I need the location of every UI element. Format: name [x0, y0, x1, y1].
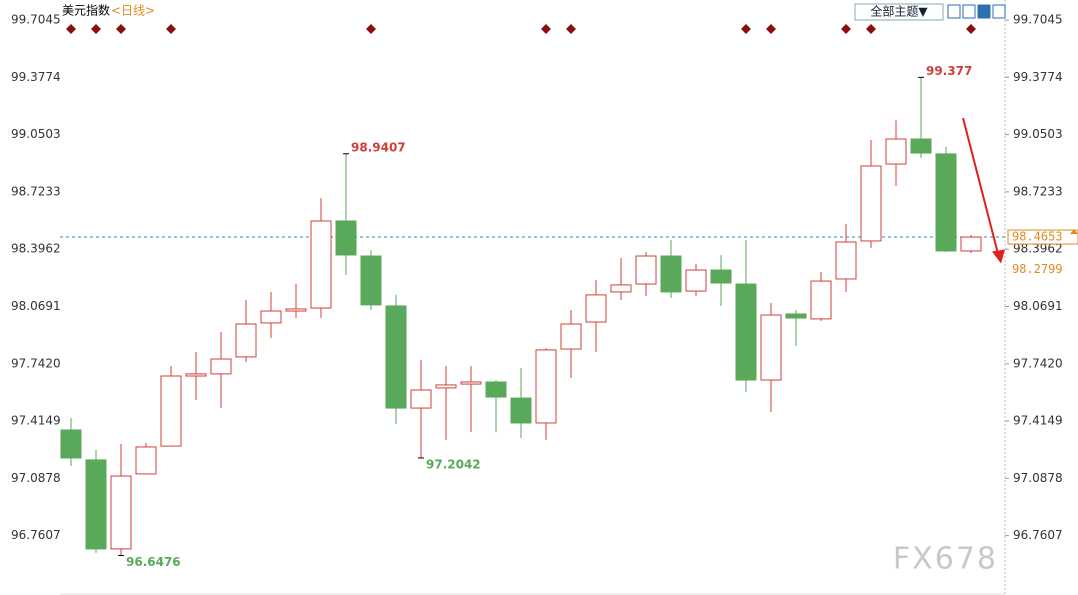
trend-arrow — [962, 117, 1000, 258]
candle-body — [885, 138, 907, 165]
candle-body — [160, 375, 182, 447]
candle-body — [735, 283, 757, 381]
y-tick-label: 98.3962 — [11, 242, 61, 256]
y-tick-label: 96.7607 — [1013, 528, 1063, 542]
y-tick-label: 97.7420 — [1013, 356, 1063, 370]
y-tick-label: 99.3774 — [1013, 70, 1063, 84]
candle-body — [610, 284, 632, 293]
candle-body — [510, 397, 532, 424]
candle-body — [585, 294, 607, 323]
y-tick-label: 98.0691 — [11, 299, 61, 313]
icon[interactable] — [977, 4, 991, 19]
candle-body — [285, 308, 307, 312]
low-label: 96.6476 — [126, 555, 181, 569]
candle-body — [910, 138, 932, 154]
candle-body — [960, 236, 982, 252]
candle-body — [360, 255, 382, 306]
y-tick-label: 99.7045 — [1013, 12, 1063, 26]
theme-button[interactable]: 全部主题▼ — [870, 4, 928, 19]
candle-body — [210, 358, 232, 375]
candle-body — [260, 310, 282, 324]
event-marker — [766, 24, 776, 34]
candle-body — [310, 220, 332, 309]
y-tick-label: 97.4149 — [1013, 414, 1063, 428]
candle-body — [185, 373, 207, 377]
candle-body — [760, 314, 782, 381]
candle-body — [635, 255, 657, 285]
icon[interactable] — [947, 4, 961, 19]
candle-body — [435, 384, 457, 389]
high-label: 99.377 — [926, 64, 972, 78]
candle-body — [860, 165, 882, 242]
candle-body — [85, 459, 107, 550]
candle-body — [835, 241, 857, 280]
event-marker — [866, 24, 876, 34]
trend-arrow-head — [992, 249, 1005, 264]
candle-body — [535, 349, 557, 424]
candle-body — [685, 269, 707, 292]
event-marker — [91, 24, 101, 34]
y-tick-label: 98.0691 — [1013, 299, 1063, 313]
candle-body — [60, 429, 82, 459]
last-price-caret — [1070, 229, 1078, 235]
icon[interactable] — [992, 4, 1006, 19]
y-tick-label: 97.0878 — [1013, 471, 1063, 485]
candle-body — [485, 381, 507, 398]
candle-body — [660, 255, 682, 293]
y-tick-label: 98.7233 — [11, 184, 61, 198]
y-tick-label: 98.3962 — [1013, 242, 1063, 256]
theme-button-box[interactable] — [854, 3, 944, 21]
y-tick-label: 99.3774 — [11, 70, 61, 84]
y-tick-label: 97.0878 — [11, 471, 61, 485]
y-tick-label: 96.7607 — [11, 528, 61, 542]
y-tick-label: 99.0503 — [1013, 127, 1063, 141]
candle-body — [935, 153, 957, 252]
event-marker — [116, 24, 126, 34]
event-marker — [566, 24, 576, 34]
icon[interactable] — [962, 4, 976, 19]
event-marker — [166, 24, 176, 34]
high-label: 98.9407 — [351, 140, 406, 154]
event-marker — [366, 24, 376, 34]
y-tick-label: 99.0503 — [11, 127, 61, 141]
chart-subtitle: <日线> — [111, 4, 155, 18]
event-marker — [541, 24, 551, 34]
last-price-box — [1007, 229, 1078, 245]
chart-title: 美元指数 — [62, 3, 110, 18]
candle-body — [785, 313, 807, 319]
event-marker — [841, 24, 851, 34]
y-tick-label: 97.4149 — [11, 414, 61, 428]
y-tick-label: 97.7420 — [11, 356, 61, 370]
candle-body — [135, 446, 157, 475]
candle-body — [560, 323, 582, 350]
candle-body — [710, 269, 732, 284]
low-label: 97.2042 — [426, 457, 481, 471]
candle-body — [335, 220, 357, 256]
candle-body — [385, 305, 407, 409]
candle-body — [810, 280, 832, 320]
event-marker — [66, 24, 76, 34]
y-tick-label: 98.7233 — [1013, 184, 1063, 198]
candle-body — [410, 389, 432, 409]
candle-body — [460, 381, 482, 385]
last-price-label: 98.4653 — [1012, 230, 1063, 244]
event-marker — [966, 24, 976, 34]
candle-body — [110, 475, 132, 550]
target-price-label: 98.2799 — [1012, 262, 1063, 276]
watermark: FX678 — [893, 542, 998, 577]
toolbar-icons[interactable] — [947, 4, 1006, 19]
event-marker — [741, 24, 751, 34]
y-tick-label: 99.7045 — [11, 12, 61, 26]
candle-body — [235, 323, 257, 358]
